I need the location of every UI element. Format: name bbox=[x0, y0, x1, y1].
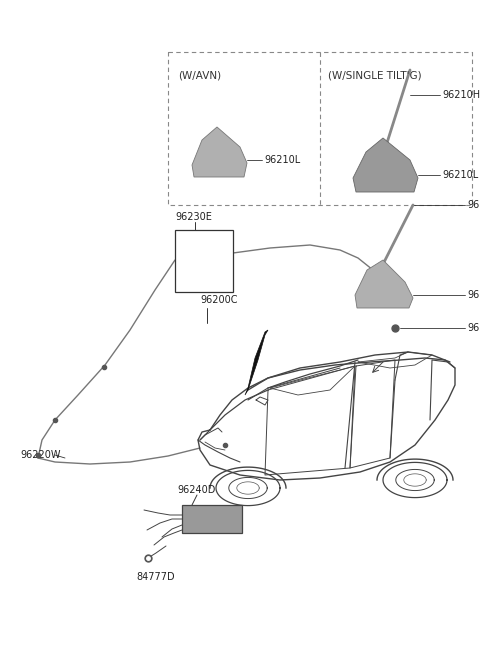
Text: 96230E: 96230E bbox=[175, 212, 212, 222]
Text: 96210L: 96210L bbox=[467, 290, 480, 300]
Text: 96210H: 96210H bbox=[442, 90, 480, 100]
Polygon shape bbox=[353, 138, 418, 192]
Text: (W/AVN): (W/AVN) bbox=[178, 70, 221, 80]
Polygon shape bbox=[245, 330, 268, 395]
Polygon shape bbox=[355, 260, 413, 308]
Text: 96240D: 96240D bbox=[177, 485, 216, 495]
Text: 96210H: 96210H bbox=[467, 200, 480, 210]
Text: 96220W: 96220W bbox=[20, 450, 60, 460]
Bar bbox=[182, 505, 242, 533]
Bar bbox=[175, 230, 233, 292]
Text: 96210L: 96210L bbox=[442, 170, 478, 180]
Polygon shape bbox=[192, 127, 247, 177]
Text: 84777D: 84777D bbox=[136, 572, 175, 582]
Text: 96216: 96216 bbox=[467, 323, 480, 333]
Text: 96200C: 96200C bbox=[200, 295, 238, 305]
Bar bbox=[168, 52, 472, 205]
Text: (W/SINGLE TILT'G): (W/SINGLE TILT'G) bbox=[328, 70, 421, 80]
Text: 96210L: 96210L bbox=[264, 155, 300, 165]
